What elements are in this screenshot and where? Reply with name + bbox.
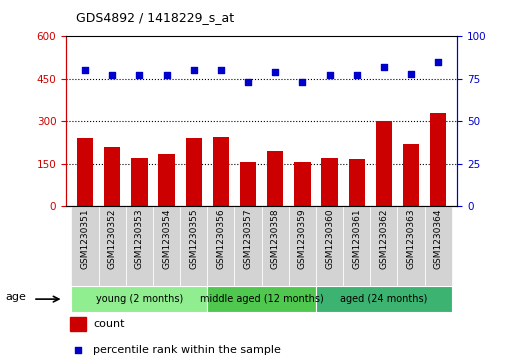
Bar bbox=[316, 206, 343, 286]
Bar bbox=[397, 206, 425, 286]
Point bbox=[271, 69, 279, 75]
Bar bbox=[207, 206, 235, 286]
Bar bbox=[240, 162, 256, 206]
Point bbox=[380, 64, 388, 70]
Bar bbox=[77, 138, 93, 206]
Text: percentile rank within the sample: percentile rank within the sample bbox=[93, 345, 281, 355]
Bar bbox=[180, 206, 207, 286]
Text: young (2 months): young (2 months) bbox=[96, 294, 183, 304]
Text: GSM1230359: GSM1230359 bbox=[298, 209, 307, 269]
Bar bbox=[267, 151, 283, 206]
Bar bbox=[153, 206, 180, 286]
Text: GSM1230362: GSM1230362 bbox=[379, 209, 388, 269]
Bar bbox=[316, 286, 452, 312]
Bar bbox=[425, 206, 452, 286]
Text: GSM1230353: GSM1230353 bbox=[135, 209, 144, 269]
Bar bbox=[126, 206, 153, 286]
Text: GSM1230357: GSM1230357 bbox=[243, 209, 252, 269]
Bar bbox=[213, 137, 229, 206]
Bar bbox=[72, 286, 207, 312]
Point bbox=[189, 68, 198, 73]
Point bbox=[217, 68, 225, 73]
Text: GSM1230355: GSM1230355 bbox=[189, 209, 198, 269]
Bar bbox=[72, 206, 99, 286]
Point bbox=[163, 73, 171, 78]
Bar bbox=[370, 206, 397, 286]
Bar bbox=[131, 158, 147, 206]
Text: GDS4892 / 1418229_s_at: GDS4892 / 1418229_s_at bbox=[76, 11, 234, 24]
Text: GSM1230364: GSM1230364 bbox=[434, 209, 442, 269]
Point bbox=[74, 347, 82, 353]
Point bbox=[108, 73, 116, 78]
Text: GSM1230358: GSM1230358 bbox=[271, 209, 280, 269]
Text: count: count bbox=[93, 319, 125, 329]
Bar bbox=[376, 121, 392, 206]
Text: aged (24 months): aged (24 months) bbox=[340, 294, 428, 304]
Text: GSM1230351: GSM1230351 bbox=[81, 209, 89, 269]
Text: GSM1230360: GSM1230360 bbox=[325, 209, 334, 269]
Bar bbox=[235, 206, 262, 286]
Point bbox=[353, 73, 361, 78]
Point bbox=[81, 68, 89, 73]
Bar bbox=[70, 317, 85, 331]
Point bbox=[326, 73, 334, 78]
Point bbox=[434, 59, 442, 65]
Text: GSM1230356: GSM1230356 bbox=[216, 209, 226, 269]
Bar bbox=[348, 159, 365, 206]
Point bbox=[244, 79, 252, 85]
Text: GSM1230354: GSM1230354 bbox=[162, 209, 171, 269]
Text: GSM1230363: GSM1230363 bbox=[406, 209, 416, 269]
Bar bbox=[294, 162, 310, 206]
Point bbox=[135, 73, 143, 78]
Bar bbox=[185, 138, 202, 206]
Bar bbox=[403, 144, 419, 206]
Bar bbox=[343, 206, 370, 286]
Bar bbox=[99, 206, 126, 286]
Text: GSM1230352: GSM1230352 bbox=[108, 209, 117, 269]
Bar bbox=[104, 147, 120, 206]
Text: age: age bbox=[5, 292, 26, 302]
Bar bbox=[207, 286, 316, 312]
Bar bbox=[322, 158, 338, 206]
Bar bbox=[289, 206, 316, 286]
Point bbox=[298, 79, 306, 85]
Text: GSM1230361: GSM1230361 bbox=[352, 209, 361, 269]
Bar bbox=[430, 113, 447, 206]
Bar bbox=[158, 154, 175, 206]
Text: middle aged (12 months): middle aged (12 months) bbox=[200, 294, 324, 304]
Bar bbox=[262, 206, 289, 286]
Point bbox=[407, 71, 415, 77]
